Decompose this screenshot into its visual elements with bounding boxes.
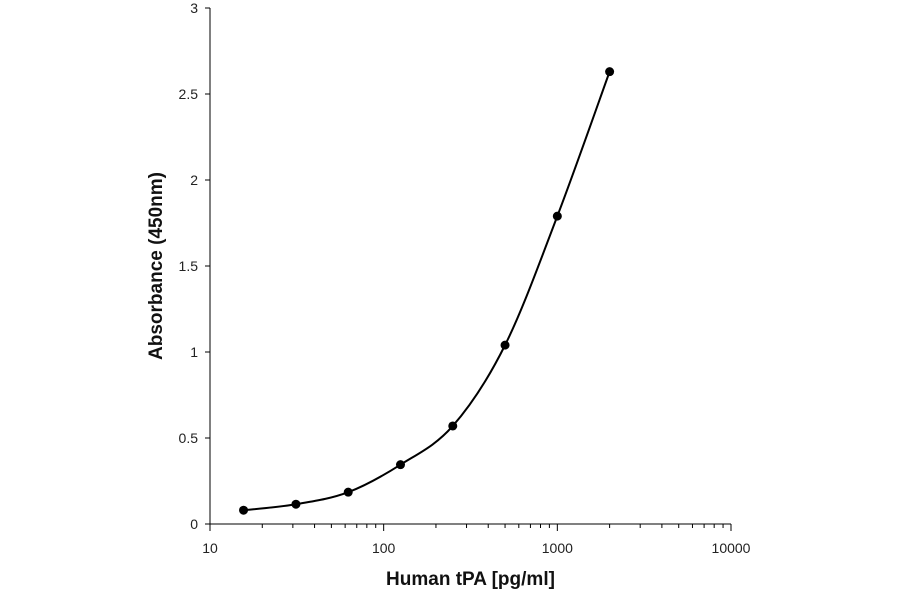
plot-area bbox=[239, 67, 615, 515]
data-point bbox=[605, 67, 615, 77]
x-tick-labels: 10 100 1000 10000 bbox=[202, 540, 750, 556]
y-tick-labels: 0 0.5 1 1.5 2 2.5 3 bbox=[179, 0, 199, 532]
y-tick-label: 1.5 bbox=[179, 258, 199, 274]
series-line bbox=[243, 71, 611, 512]
data-point bbox=[552, 211, 562, 221]
x-tick-label: 1000 bbox=[542, 540, 573, 556]
data-point bbox=[395, 460, 405, 470]
y-tick-label: 2 bbox=[190, 172, 198, 188]
x-tick-label: 10000 bbox=[712, 540, 751, 556]
x-tick-label: 100 bbox=[372, 540, 396, 556]
data-point bbox=[239, 505, 249, 515]
y-tick-label: 1 bbox=[190, 344, 198, 360]
y-tick-label: 3 bbox=[190, 0, 198, 16]
axes bbox=[205, 7, 732, 531]
x-axis-title: Human tPA [pg/ml] bbox=[386, 569, 555, 590]
y-tick-label: 2.5 bbox=[179, 86, 199, 102]
data-point bbox=[500, 340, 510, 350]
y-tick-label: 0 bbox=[190, 516, 198, 532]
data-point bbox=[448, 421, 458, 431]
y-tick-label: 0.5 bbox=[179, 430, 199, 446]
y-axis-title: Absorbance (450nm) bbox=[146, 172, 167, 360]
data-point bbox=[343, 487, 353, 497]
data-point bbox=[291, 499, 301, 509]
x-tick-label: 10 bbox=[202, 540, 218, 556]
